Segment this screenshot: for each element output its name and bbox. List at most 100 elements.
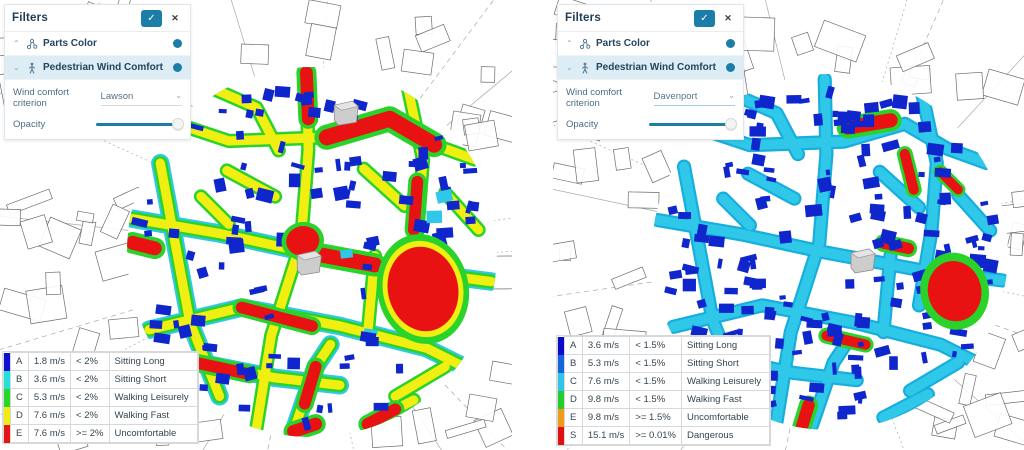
legend-color-swatch xyxy=(557,390,565,409)
legend-frequency: < 1.5% xyxy=(629,336,682,355)
legend-label: Sitting Short xyxy=(680,354,771,373)
legend-label: Sitting Long xyxy=(108,352,198,371)
legend-category: B xyxy=(10,370,29,389)
opacity-slider-handle[interactable] xyxy=(725,118,737,130)
chevron-up-icon: ⌃ xyxy=(13,38,20,48)
filters-header: Filters ✓ ✕ xyxy=(558,5,743,32)
legend-category: A xyxy=(10,352,29,371)
criterion-select[interactable]: Davenport ⌄ xyxy=(653,90,735,106)
legend-frequency: < 1.5% xyxy=(629,372,682,391)
legend-speed: 15.1 m/s xyxy=(581,426,631,445)
opacity-field-label: Opacity xyxy=(566,118,599,130)
criterion-field: Wind comfort criterion Lawson ⌄ xyxy=(5,80,190,114)
legend-row: B 5.3 m/s < 1.5% Sitting Short xyxy=(557,354,771,373)
legend-frequency: < 1.5% xyxy=(629,354,682,373)
criterion-field-label: Wind comfort criterion xyxy=(566,87,622,109)
criterion-field-label: Wind comfort criterion xyxy=(13,87,69,109)
legend-speed: 7.6 m/s xyxy=(27,424,72,443)
opacity-slider-track[interactable] xyxy=(649,123,735,126)
legend-color-swatch xyxy=(557,372,565,391)
legend-speed: 5.3 m/s xyxy=(27,388,72,407)
opacity-slider[interactable] xyxy=(649,118,737,130)
filter-section-pedestrian-wind-comfort[interactable]: ⌄ Pedestrian Wind Comfort xyxy=(5,56,190,80)
legend-category: B xyxy=(564,354,583,373)
legend-frequency: < 2% xyxy=(70,352,110,371)
legend-frequency: >= 1.5% xyxy=(629,408,682,427)
criterion-field: Wind comfort criterion Davenport ⌄ xyxy=(558,80,743,114)
visibility-dot[interactable] xyxy=(173,39,182,48)
legend-row: C 5.3 m/s < 2% Walking Leisurely xyxy=(3,388,198,407)
opacity-field: Opacity xyxy=(558,114,743,139)
criterion-select[interactable]: Lawson ⌄ xyxy=(100,90,182,106)
filters-checkbox[interactable]: ✓ xyxy=(694,9,715,27)
legend-frequency: >= 2% xyxy=(70,424,110,443)
parts-color-icon xyxy=(579,38,591,49)
wind-comfort-map-lawson[interactable] xyxy=(0,0,512,450)
legend-category: E xyxy=(10,424,29,443)
legend-speed: 5.3 m/s xyxy=(581,354,631,373)
legend-color-swatch xyxy=(3,370,11,389)
legend-speed: 3.6 m/s xyxy=(581,336,631,355)
legend-label: Sitting Short xyxy=(108,370,198,389)
chevron-up-icon: ⌃ xyxy=(566,38,573,48)
legend-label: Walking Leisurely xyxy=(680,372,771,391)
legend-row: E 7.6 m/s >= 2% Uncomfortable xyxy=(3,424,198,443)
legend-row: D 7.6 m/s < 2% Walking Fast xyxy=(3,406,198,425)
legend-row: C 7.6 m/s < 1.5% Walking Leisurely xyxy=(557,372,771,391)
filters-panel: Filters ✓ ✕ ⌃ Parts Color ⌄ xyxy=(557,4,744,140)
legend-speed: 9.8 m/s xyxy=(581,390,631,409)
filter-section-parts-color[interactable]: ⌃ Parts Color xyxy=(5,32,190,56)
legend-color-swatch xyxy=(3,388,11,407)
criterion-selected-value: Davenport xyxy=(653,90,698,102)
chevron-down-icon: ⌄ xyxy=(13,62,20,72)
section-label: Pedestrian Wind Comfort xyxy=(596,62,716,73)
legend-color-swatch xyxy=(3,406,11,425)
chevron-down-icon: ⌄ xyxy=(728,91,735,100)
chevron-down-icon: ⌄ xyxy=(175,91,182,100)
filters-checkbox[interactable]: ✓ xyxy=(141,9,162,27)
legend-category: C xyxy=(10,388,29,407)
parts-color-icon xyxy=(26,38,38,49)
chevron-down-icon: ⌄ xyxy=(566,62,573,72)
legend-speed: 1.8 m/s xyxy=(27,352,72,371)
legend-category: D xyxy=(564,390,583,409)
legend-category: E xyxy=(564,408,583,427)
legend-row: D 9.8 m/s < 1.5% Walking Fast xyxy=(557,390,771,409)
opacity-slider[interactable] xyxy=(96,118,184,130)
legend-frequency: < 2% xyxy=(70,370,110,389)
criterion-selected-value: Lawson xyxy=(100,90,134,102)
wind-comfort-legend: A 1.8 m/s < 2% Sitting Long B 3.6 m/s < 2% Sitt… xyxy=(3,352,198,443)
legend-label: Dangerous xyxy=(680,426,771,445)
section-label: Parts Color xyxy=(43,38,97,49)
filters-header: Filters ✓ ✕ xyxy=(5,5,190,32)
visibility-dot[interactable] xyxy=(173,63,182,72)
legend-color-swatch xyxy=(557,426,565,445)
davenport-view-panel: Filters ✓ ✕ ⌃ Parts Color ⌄ xyxy=(553,0,1024,450)
legend-color-swatch xyxy=(3,352,11,371)
opacity-slider-handle[interactable] xyxy=(172,118,184,130)
legend-color-swatch xyxy=(557,336,565,355)
legend-category: D xyxy=(10,406,29,425)
pedestrian-icon xyxy=(582,62,588,74)
filter-section-parts-color[interactable]: ⌃ Parts Color xyxy=(558,32,743,56)
visibility-dot[interactable] xyxy=(726,63,735,72)
legend-category: C xyxy=(564,372,583,391)
legend-label: Sitting Long xyxy=(680,336,771,355)
legend-label: Uncomfortable xyxy=(108,424,198,443)
filters-panel: Filters ✓ ✕ ⌃ Parts Color ⌄ xyxy=(4,4,191,140)
filter-section-pedestrian-wind-comfort[interactable]: ⌄ Pedestrian Wind Comfort xyxy=(558,56,743,80)
close-icon[interactable]: ✕ xyxy=(171,12,179,23)
opacity-field-label: Opacity xyxy=(13,118,46,130)
filters-title: Filters xyxy=(12,12,48,24)
visibility-dot[interactable] xyxy=(726,39,735,48)
legend-row: E 9.8 m/s >= 1.5% Uncomfortable xyxy=(557,408,771,427)
legend-speed: 7.6 m/s xyxy=(27,406,72,425)
legend-frequency: >= 0.01% xyxy=(629,426,682,445)
opacity-slider-track[interactable] xyxy=(96,123,182,126)
wind-comfort-map-davenport[interactable] xyxy=(553,0,1024,450)
legend-label: Walking Leisurely xyxy=(108,388,198,407)
legend-row: B 3.6 m/s < 2% Sitting Short xyxy=(3,370,198,389)
opacity-field: Opacity xyxy=(5,114,190,139)
legend-speed: 3.6 m/s xyxy=(27,370,72,389)
close-icon[interactable]: ✕ xyxy=(724,12,732,23)
